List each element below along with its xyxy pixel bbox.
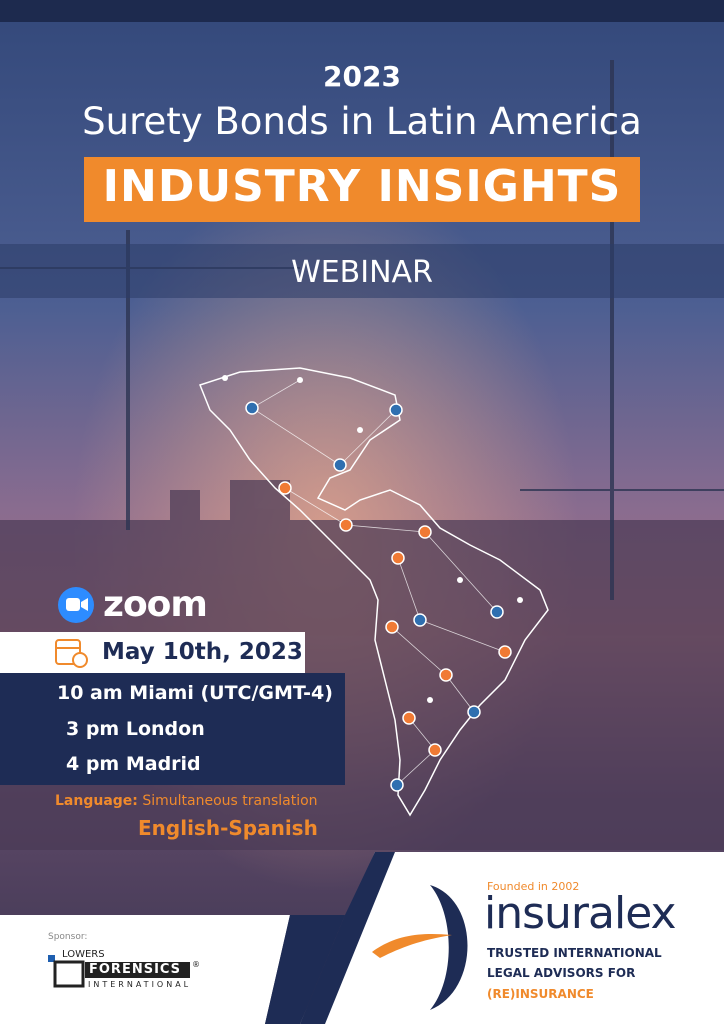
sponsor-brand: FORENSICS (89, 962, 182, 977)
year: 2023 (323, 60, 401, 93)
banner: INDUSTRY INSIGHTS (102, 161, 622, 212)
map (199, 367, 549, 817)
language-value: Simultaneous translation (142, 793, 318, 809)
language-label: Language: (55, 793, 138, 809)
founded: Founded in 2002 (487, 880, 580, 893)
language: Language: Simultaneous translation (55, 793, 318, 809)
time: 10 am Miami (UTC/GMT-4) (57, 682, 333, 704)
date-box (0, 632, 305, 673)
subtitle: WEBINAR (291, 255, 433, 290)
title: Surety Bonds in Latin America (82, 100, 642, 143)
calendar-icon (55, 639, 88, 668)
sponsor-brand-top: LOWERS (62, 949, 105, 960)
organizer-name: insuralex (484, 888, 677, 939)
time: 4 pm Madrid (66, 753, 201, 775)
insuralex-logo (372, 885, 468, 1010)
sponsor-mark: ® (192, 960, 200, 969)
forensics-logo (48, 955, 190, 988)
tagline: LEGAL ADVISORS FOR (487, 966, 636, 980)
time: 3 pm London (66, 718, 205, 740)
webinar-band (0, 244, 724, 298)
sponsor-label: Sponsor: (48, 932, 88, 942)
tagline: TRUSTED INTERNATIONAL (487, 946, 662, 960)
zoom-icon (58, 587, 94, 623)
language-pair: English-Spanish (138, 816, 318, 840)
zoom-label: zoom (103, 584, 208, 625)
date: May 10th, 2023 (102, 639, 303, 665)
sponsor-brand-bottom: INTERNATIONAL (88, 980, 192, 989)
tagline: (RE)INSURANCE (487, 987, 594, 1001)
times-box (0, 673, 345, 785)
banner-box (84, 157, 640, 222)
